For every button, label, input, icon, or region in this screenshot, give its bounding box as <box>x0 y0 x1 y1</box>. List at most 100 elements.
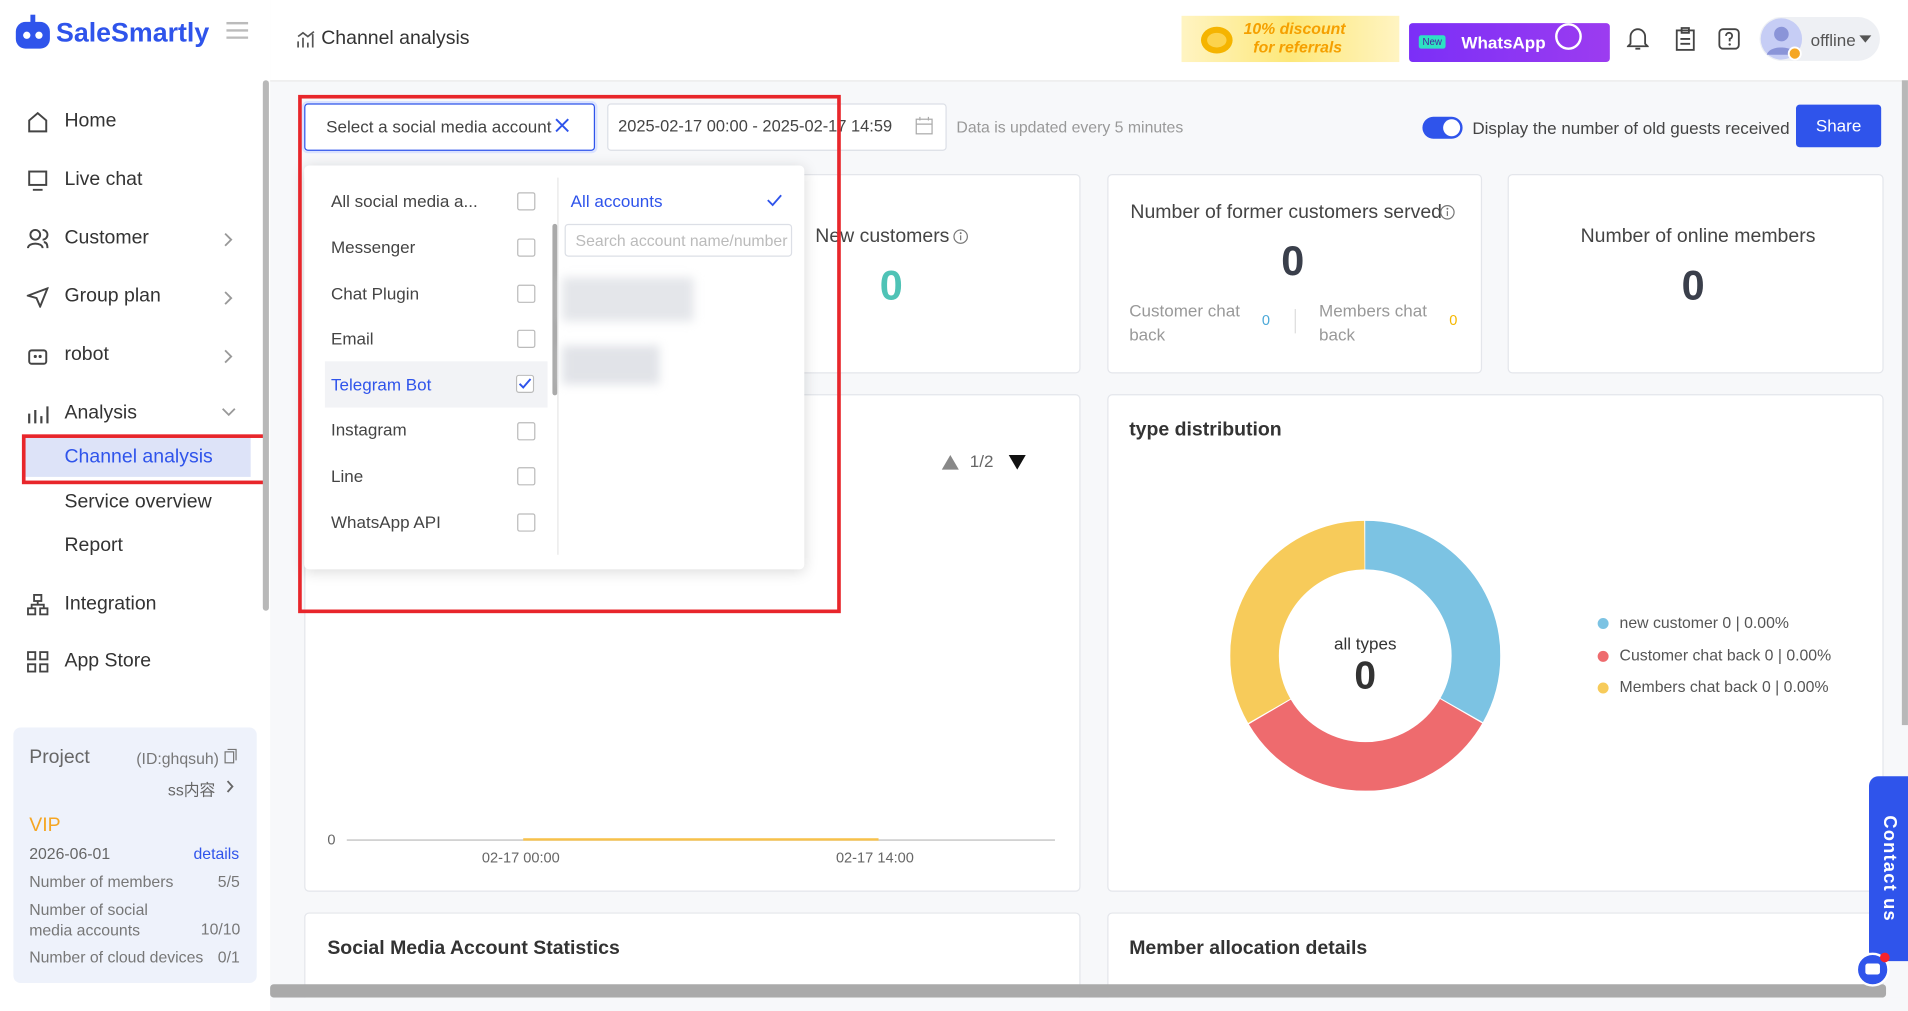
info-icon <box>1440 204 1455 220</box>
list-scrollbar <box>552 223 558 396</box>
checkbox[interactable] <box>517 192 536 211</box>
date-picker[interactable] <box>607 103 947 151</box>
clear-icon[interactable] <box>555 118 570 133</box>
card-value: 0 <box>879 262 903 310</box>
clipboard-icon[interactable] <box>1675 27 1695 51</box>
new-badge: New <box>1418 35 1446 49</box>
project-title: Project <box>29 746 90 768</box>
promo-text: 10% discount <box>1243 19 1346 38</box>
caret <box>1859 35 1872 43</box>
status: offline <box>1810 30 1856 50</box>
nav-item[interactable]: Service overview <box>64 491 212 513</box>
contact-tab[interactable] <box>1869 776 1908 962</box>
menu-toggle[interactable] <box>226 21 249 39</box>
details-link[interactable]: details <box>193 844 240 863</box>
calendar-icon <box>915 116 933 135</box>
toggle-knob <box>1443 119 1461 137</box>
checkbox[interactable] <box>517 329 536 348</box>
card-label: Number of online members <box>1580 226 1816 247</box>
highlight-box <box>298 94 841 614</box>
highlight-box <box>21 434 268 485</box>
search-input[interactable]: Search account name/number <box>564 223 793 257</box>
divider <box>557 177 559 555</box>
info-icon <box>953 229 968 244</box>
nav-item[interactable]: robot <box>64 344 109 365</box>
integration-icon <box>27 594 49 616</box>
promo-text: for referrals <box>1253 37 1343 56</box>
checkbox-checked[interactable] <box>515 374 535 393</box>
card-title: Member allocation details <box>1129 937 1368 959</box>
avatar <box>1760 18 1803 61</box>
channel-option[interactable]: Chat Plugin <box>330 283 420 303</box>
donut <box>1230 520 1501 791</box>
title-icon <box>297 30 315 48</box>
card-label: New customers <box>815 226 950 247</box>
checkbox[interactable] <box>517 238 536 257</box>
chat-bubble[interactable] <box>1854 951 1891 987</box>
nav-item[interactable]: Group plan <box>64 285 161 307</box>
center-value: 0 <box>1354 653 1377 698</box>
checkbox[interactable] <box>517 513 536 532</box>
stat-value: 0/1 <box>217 947 240 966</box>
customer-icon <box>27 228 49 249</box>
stat-value: 5/5 <box>217 872 240 891</box>
nav-item[interactable]: Integration <box>64 593 157 615</box>
channel-option[interactable]: Line <box>330 465 364 486</box>
chat-icon <box>28 170 48 191</box>
nav-item[interactable]: Live chat <box>64 169 143 190</box>
all-accounts[interactable]: All accounts <box>570 191 663 211</box>
checkbox[interactable] <box>517 284 536 303</box>
share-button[interactable]: Share <box>1795 104 1882 148</box>
line-series <box>523 838 879 841</box>
plan-icon <box>26 286 49 308</box>
stat-label: Number of social media accounts <box>29 900 148 940</box>
copy-icon[interactable] <box>224 748 237 764</box>
bell-icon[interactable] <box>1626 27 1649 51</box>
card-title: Social Media Account Statistics <box>327 937 620 959</box>
contact-text: Contact us <box>1879 815 1901 922</box>
sub-label: Customer chat back <box>1129 300 1240 345</box>
legend-item: Members chat back 0 | 0.00% <box>1619 677 1829 696</box>
nav-item[interactable]: App Store <box>64 650 152 672</box>
account-select-text: Select a social media account <box>326 116 552 137</box>
project-id: (ID:ghqsuh) <box>136 749 219 768</box>
channel-option[interactable]: Instagram <box>330 419 407 440</box>
pager-prev[interactable] <box>941 454 960 471</box>
check-icon <box>767 194 782 207</box>
nav-item[interactable]: Customer <box>64 227 149 249</box>
active-highlight <box>24 437 251 477</box>
footer-space <box>270 997 1908 1011</box>
center-label: all types <box>1333 633 1397 654</box>
sub-value: 0 <box>1449 311 1458 329</box>
y-tick-label: 0 <box>327 830 336 848</box>
whatsapp-icon <box>1555 23 1582 50</box>
nav-item[interactable]: Analysis <box>64 402 137 424</box>
checkbox[interactable] <box>517 422 536 441</box>
former-customers-card <box>1107 173 1483 374</box>
help-icon[interactable] <box>1718 28 1740 50</box>
nav-item[interactable]: Home <box>64 110 117 132</box>
toggle-label: Display the number of old guests receive… <box>1472 118 1790 138</box>
channel-option[interactable]: Email <box>330 328 374 348</box>
card-title: type distribution <box>1129 419 1282 441</box>
pager-next[interactable] <box>1008 454 1027 471</box>
date-range: 2025-02-17 00:00 - 2025-02-17 14:59 <box>618 116 893 136</box>
selected-row <box>324 361 548 408</box>
channel-option[interactable]: Messenger <box>330 237 416 257</box>
account-select[interactable] <box>304 103 596 151</box>
nav-item-active[interactable]: Channel analysis <box>64 446 213 468</box>
legend-dot <box>1597 650 1609 662</box>
whatsapp-text: WhatsApp <box>1461 32 1546 53</box>
channel-option[interactable]: WhatsApp API <box>330 512 441 532</box>
stat-label: Number of members <box>29 872 174 891</box>
x-tick-label: 02-17 14:00 <box>835 849 914 867</box>
page-title: Channel analysis <box>321 27 470 49</box>
plan: VIP <box>29 815 61 836</box>
stat-label: Number of cloud devices <box>29 947 204 966</box>
checkbox[interactable] <box>517 467 536 486</box>
channel-option-selected[interactable]: Telegram Bot <box>330 374 432 395</box>
nav-item[interactable]: Report <box>64 535 123 556</box>
page-scrollbar <box>1901 80 1908 726</box>
channel-option[interactable]: All social media a... <box>330 191 478 211</box>
